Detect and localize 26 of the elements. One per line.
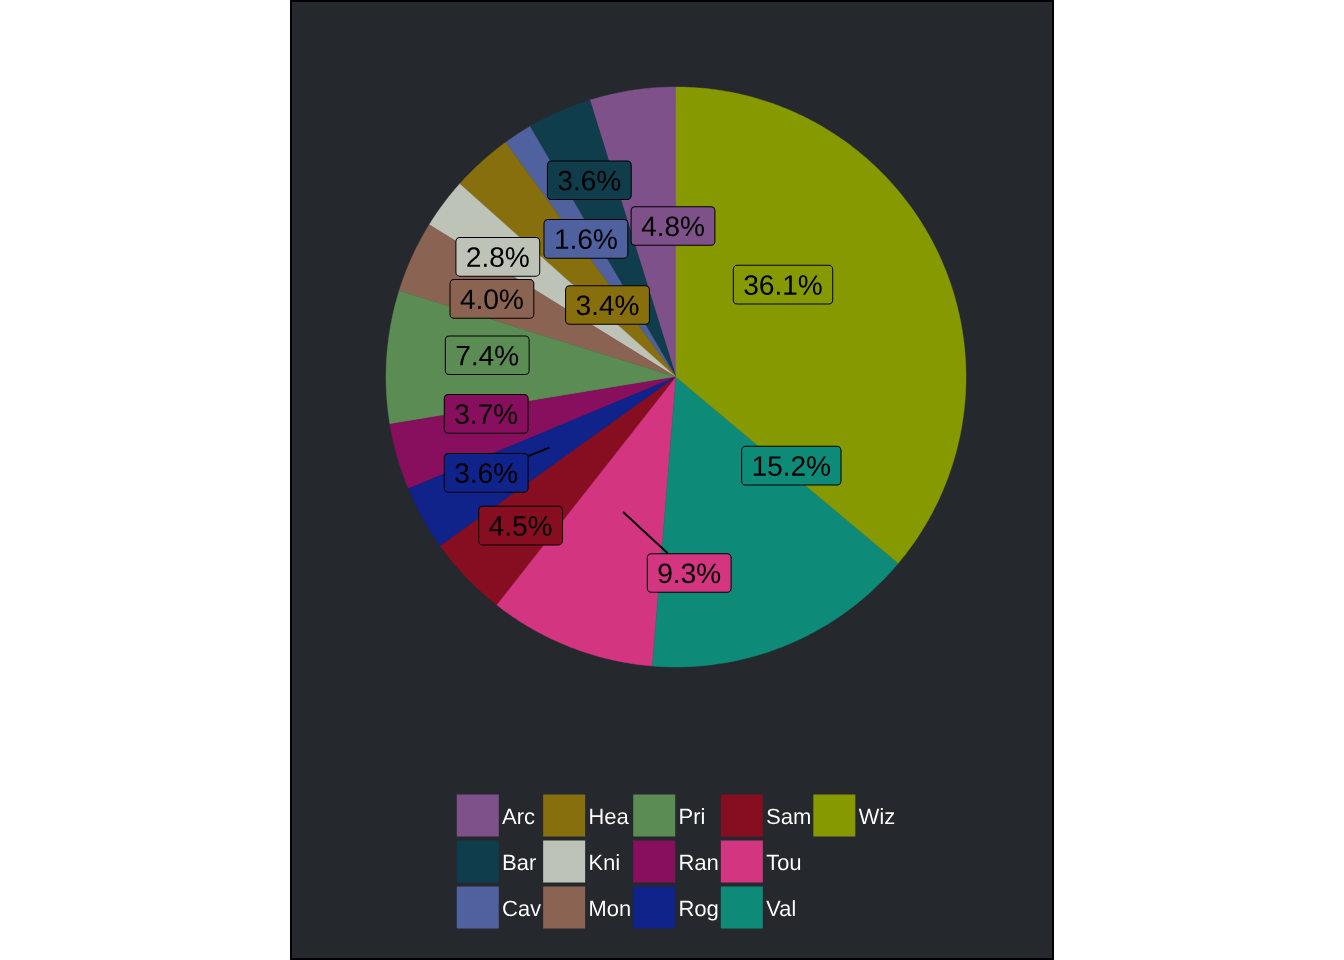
data-label: 9.3% xyxy=(658,563,721,584)
data-label: 3.7% xyxy=(455,404,518,425)
legend-label: Ran xyxy=(680,854,718,871)
data-label: 4.0% xyxy=(460,289,523,310)
legend-label: Kni xyxy=(590,854,619,870)
legend-label: Mon xyxy=(590,900,630,917)
legend-label: Cav xyxy=(503,900,542,917)
data-label: 3.6% xyxy=(558,170,621,191)
legend-label: Arc xyxy=(502,808,535,825)
legend-label: Pri xyxy=(680,808,704,824)
legend-label: Val xyxy=(766,900,795,917)
legend-label: Tou xyxy=(766,854,801,871)
data-label: 4.5% xyxy=(489,516,552,536)
data-label: 15.2% xyxy=(753,456,831,476)
data-label: 7.4% xyxy=(456,345,519,366)
data-label: 3.6% xyxy=(455,463,518,484)
legend-label: Bar xyxy=(503,854,536,871)
data-label: 3.4% xyxy=(576,295,639,316)
data-label: 1.6% xyxy=(556,229,617,250)
legend-label: Sam xyxy=(767,808,810,825)
legend-label: Wiz xyxy=(858,808,895,824)
data-label: 36.1% xyxy=(744,275,822,295)
legend-label: Hea xyxy=(590,808,629,825)
legend-label: Rog xyxy=(680,900,718,921)
data-label: 4.8% xyxy=(641,216,704,237)
data-label: 2.8% xyxy=(467,247,529,268)
